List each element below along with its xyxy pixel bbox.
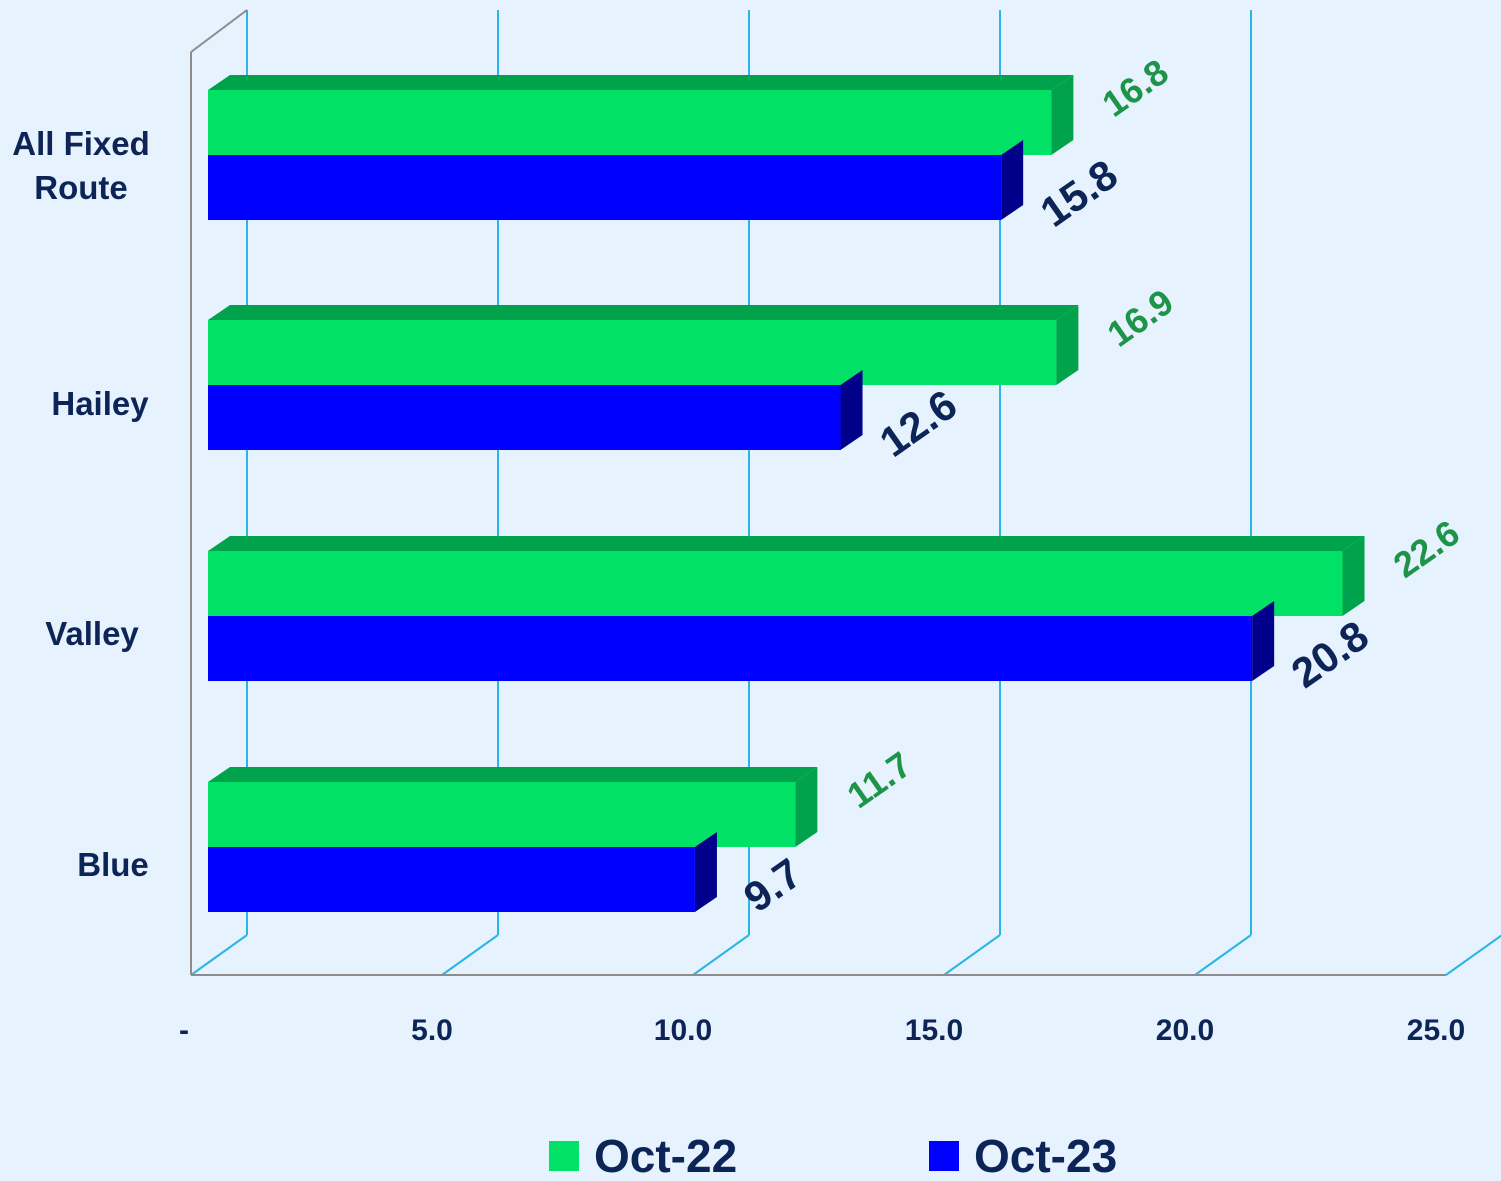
value-label-oct-23-all-fixed-route: 15.8 xyxy=(1032,150,1126,235)
bar-oct-22-blue xyxy=(208,767,818,847)
bar-front-face xyxy=(208,90,1052,155)
x-tick-label: 25.0 xyxy=(1407,1014,1465,1047)
bar-oct-22-hailey xyxy=(208,305,1079,385)
category-label-hailey: Hailey xyxy=(51,385,149,422)
bar-front-face xyxy=(208,551,1343,616)
x-tick-label: - xyxy=(179,1014,189,1047)
category-label-blue: Blue xyxy=(77,846,149,883)
value-label-oct-22-valley: 22.6 xyxy=(1386,512,1467,586)
bar-side-face xyxy=(1342,536,1365,616)
x-tick-label: 20.0 xyxy=(1156,1014,1214,1047)
floor-gridline xyxy=(1194,934,1252,976)
bar-side-face xyxy=(795,767,818,847)
x-tick-label: 5.0 xyxy=(411,1014,453,1047)
bar-top-face xyxy=(208,75,1074,90)
bar-oct-22-valley xyxy=(208,536,1365,616)
floor-gridline xyxy=(1445,934,1501,976)
bar-side-face xyxy=(1001,140,1024,220)
bar-top-face xyxy=(208,767,818,782)
bar-side-face xyxy=(840,370,863,450)
floor-gridline xyxy=(943,934,1001,976)
legend-label-oct-23: Oct-23 xyxy=(974,1130,1117,1181)
bar-front-face xyxy=(208,616,1253,681)
bar-front-face xyxy=(208,155,1002,220)
value-label-oct-22-all-fixed-route: 16.8 xyxy=(1095,51,1176,125)
bar-side-face xyxy=(1252,601,1275,681)
value-label-oct-22-blue: 11.7 xyxy=(840,743,919,816)
bar-front-face xyxy=(208,320,1057,385)
category-labels: All Fixed Route Hailey Valley Blue xyxy=(12,125,150,883)
x-tick-label: 15.0 xyxy=(905,1014,963,1047)
floor-gridline xyxy=(441,934,499,976)
bar-oct-23-hailey xyxy=(208,370,863,450)
value-label-oct-23-valley: 20.8 xyxy=(1283,611,1377,696)
value-label-oct-23-hailey: 12.6 xyxy=(871,380,965,465)
bar-front-face xyxy=(208,385,841,450)
bar-oct-23-all-fixed-route xyxy=(208,140,1024,220)
floor-gridline xyxy=(692,934,750,976)
bars xyxy=(208,75,1365,912)
bar-top-face xyxy=(208,536,1365,551)
bar-front-face xyxy=(208,782,796,847)
y-axis-top-edge xyxy=(190,9,248,53)
x-tick-label: 10.0 xyxy=(654,1014,712,1047)
bar-side-face xyxy=(694,832,717,912)
bar-oct-23-blue xyxy=(208,832,717,912)
floor-gridline xyxy=(190,934,248,976)
bar-side-face xyxy=(1051,75,1074,155)
bar-oct-23-valley xyxy=(208,601,1275,681)
legend-swatch-oct-22 xyxy=(549,1141,579,1171)
legend: Oct-22 Oct-23 xyxy=(549,1130,1117,1181)
value-label-oct-23-blue: 9.7 xyxy=(735,849,810,921)
category-label-all-fixed-route: All Fixed Route xyxy=(12,125,150,206)
x-tick-labels: - 5.0 10.0 15.0 20.0 25.0 xyxy=(179,1014,1465,1047)
category-label-valley: Valley xyxy=(45,615,139,652)
value-label-oct-22-hailey: 16.9 xyxy=(1100,281,1181,355)
bar-oct-22-all-fixed-route xyxy=(208,75,1074,155)
bar-top-face xyxy=(208,305,1079,320)
bar-side-face xyxy=(1056,305,1079,385)
bar-front-face xyxy=(208,847,695,912)
legend-swatch-oct-23 xyxy=(929,1141,959,1171)
axes xyxy=(190,9,1446,976)
legend-label-oct-22: Oct-22 xyxy=(594,1130,737,1181)
